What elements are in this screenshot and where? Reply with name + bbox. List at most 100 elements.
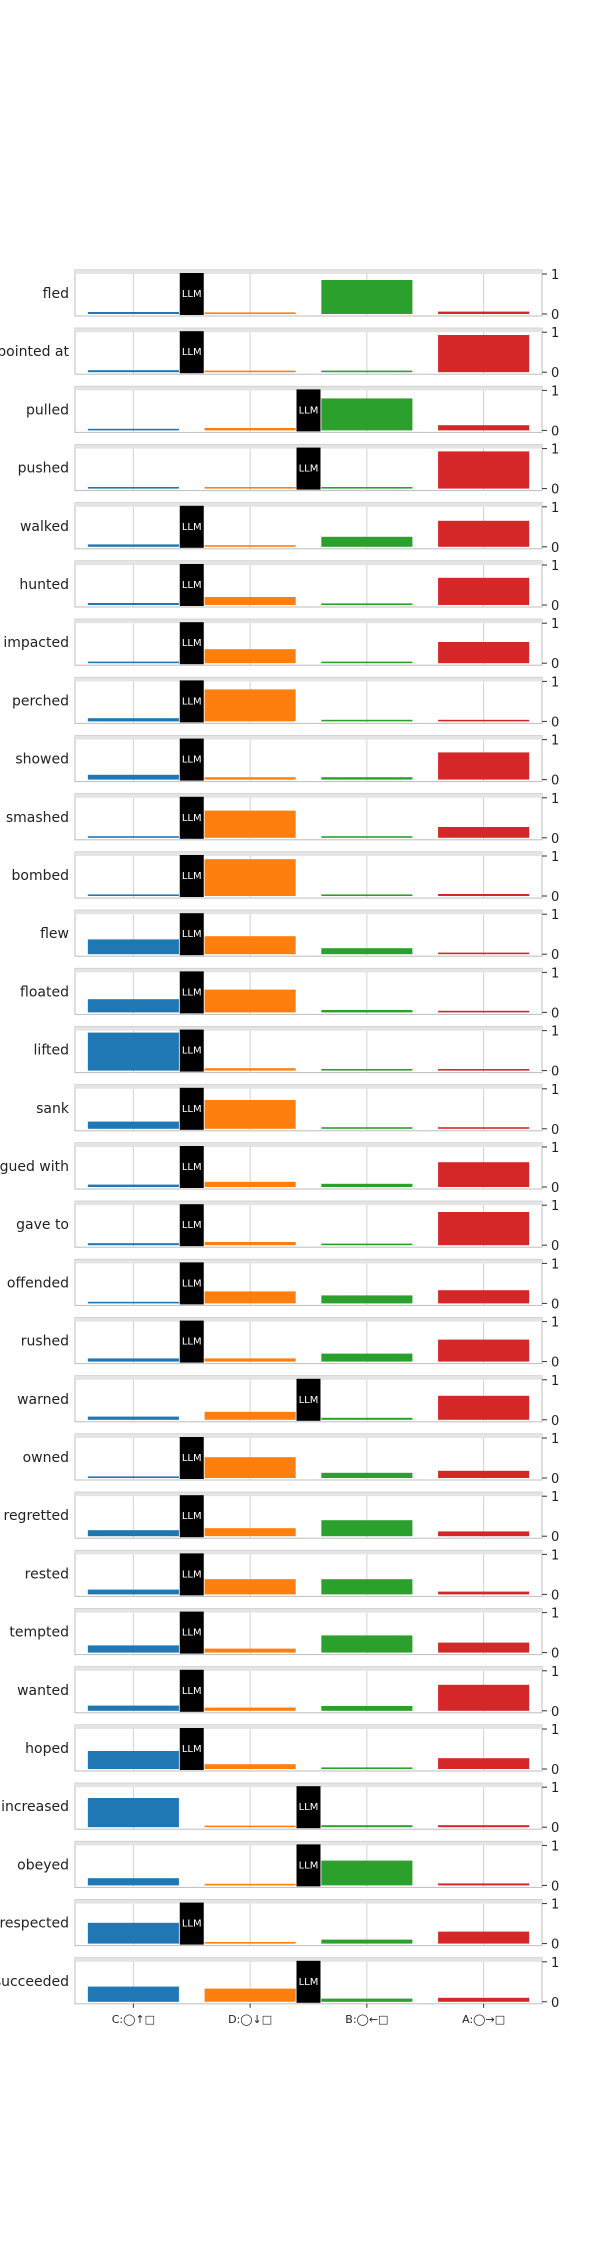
panel: LLM offended 1 0 [7, 1257, 559, 1312]
y-tick-label: 0 [551, 366, 559, 381]
llm-marker [179, 913, 204, 956]
llm-marker-label: LLM [182, 289, 202, 300]
llm-marker-label: LLM [299, 1860, 319, 1871]
bar-18-1 [204, 1358, 296, 1362]
row-label: lifted [34, 1043, 69, 1059]
bar-20-2 [321, 1472, 413, 1478]
row-label: showed [15, 752, 69, 768]
bar-0-0 [87, 312, 179, 314]
panel-top-band [75, 1492, 542, 1497]
y-tick-label: 1 [551, 443, 559, 458]
y-tick-label: 1 [551, 1316, 559, 1331]
panel-top-band [75, 1608, 542, 1613]
row-label: hunted [19, 577, 69, 593]
llm-marker-label: LLM [299, 405, 319, 416]
y-tick-label: 0 [551, 308, 559, 323]
llm-marker [179, 1146, 204, 1188]
bar-25-3 [438, 1758, 530, 1769]
bar-12-0 [87, 999, 179, 1013]
llm-marker [179, 1611, 204, 1654]
bar-22-0 [87, 1589, 179, 1595]
row-label: rested [25, 1566, 69, 1582]
bar-21-1 [204, 1528, 296, 1537]
bar-24-0 [87, 1705, 179, 1711]
y-tick-label: 0 [551, 1181, 559, 1196]
panel-top-band [75, 968, 542, 973]
category-label: A:◯→□ [462, 2013, 505, 2026]
row-label: perched [12, 693, 69, 709]
panel: LLM impacted 1 0 [3, 617, 559, 672]
bar-9-0 [87, 836, 179, 838]
bar-23-2 [321, 1635, 413, 1653]
bar-4-1 [204, 545, 296, 547]
llm-marker-label: LLM [182, 1220, 202, 1231]
row-label: fled [43, 286, 69, 302]
bar-26-3 [438, 1825, 530, 1828]
llm-marker [179, 331, 204, 374]
bar-23-1 [204, 1648, 296, 1653]
y-tick-label: 0 [551, 1705, 559, 1720]
bar-22-2 [321, 1579, 413, 1595]
y-tick-label: 0 [551, 1530, 559, 1545]
y-tick-label: 0 [551, 890, 559, 905]
panel-top-band [75, 561, 542, 565]
llm-marker [179, 971, 204, 1014]
bar-16-3 [438, 1212, 530, 1246]
bar-24-3 [438, 1684, 530, 1711]
llm-marker-label: LLM [182, 1162, 202, 1173]
row-label: hoped [25, 1741, 69, 1757]
y-tick-label: 1 [551, 1898, 559, 1913]
bar-22-1 [204, 1579, 296, 1595]
bar-11-2 [321, 948, 413, 955]
panel-top-band [75, 1841, 542, 1846]
row-label: smashed [6, 810, 69, 826]
y-tick-label: 1 [551, 1199, 559, 1214]
bar-26-2 [321, 1825, 413, 1828]
llm-marker-label: LLM [182, 1046, 202, 1057]
y-tick-label: 0 [551, 657, 559, 672]
panel-frame [74, 269, 543, 317]
panel: LLM wanted 1 0 [17, 1665, 559, 1720]
panel-top-band [75, 735, 542, 740]
llm-marker [179, 1320, 204, 1363]
y-tick-label: 1 [551, 1490, 559, 1505]
panel: LLM obeyed 1 0 [17, 1839, 559, 1894]
bar-8-1 [204, 777, 296, 780]
bar-0-2 [321, 280, 413, 314]
llm-marker-label: LLM [299, 1977, 319, 1988]
panel-top-band [75, 1375, 542, 1380]
bar-20-3 [438, 1470, 530, 1478]
bar-24-2 [321, 1706, 413, 1711]
llm-marker [179, 1728, 204, 1770]
llm-marker [179, 680, 204, 723]
bar-0-3 [438, 311, 530, 314]
llm-marker [296, 1378, 321, 1421]
bar-25-1 [204, 1764, 296, 1769]
y-tick-label: 0 [551, 1414, 559, 1429]
panel: LLM sank 1 0 [36, 1083, 559, 1138]
panel: LLM showed 1 0 [15, 734, 559, 789]
y-tick-label: 1 [551, 1141, 559, 1156]
bar-10-3 [438, 894, 530, 896]
panel: LLM tempted 1 0 [9, 1607, 559, 1662]
row-label: regretted [4, 1508, 70, 1524]
y-tick-label: 1 [551, 1665, 559, 1680]
llm-marker [179, 855, 204, 897]
bar-8-3 [438, 752, 530, 780]
bar-5-2 [321, 603, 413, 605]
bar-5-0 [87, 603, 179, 605]
bar-18-0 [87, 1358, 179, 1362]
y-tick-label: 0 [551, 483, 559, 498]
llm-marker-label: LLM [182, 813, 202, 824]
panel-top-band [75, 328, 542, 333]
bar-7-0 [87, 718, 179, 722]
bar-4-2 [321, 536, 413, 547]
panel-frame [74, 909, 543, 957]
llm-marker-label: LLM [299, 1802, 319, 1813]
bar-2-0 [87, 428, 179, 431]
bar-21-2 [321, 1520, 413, 1537]
bar-9-1 [204, 810, 296, 838]
y-tick-label: 0 [551, 541, 559, 556]
panel: LLM bombed 1 0 [12, 850, 560, 905]
